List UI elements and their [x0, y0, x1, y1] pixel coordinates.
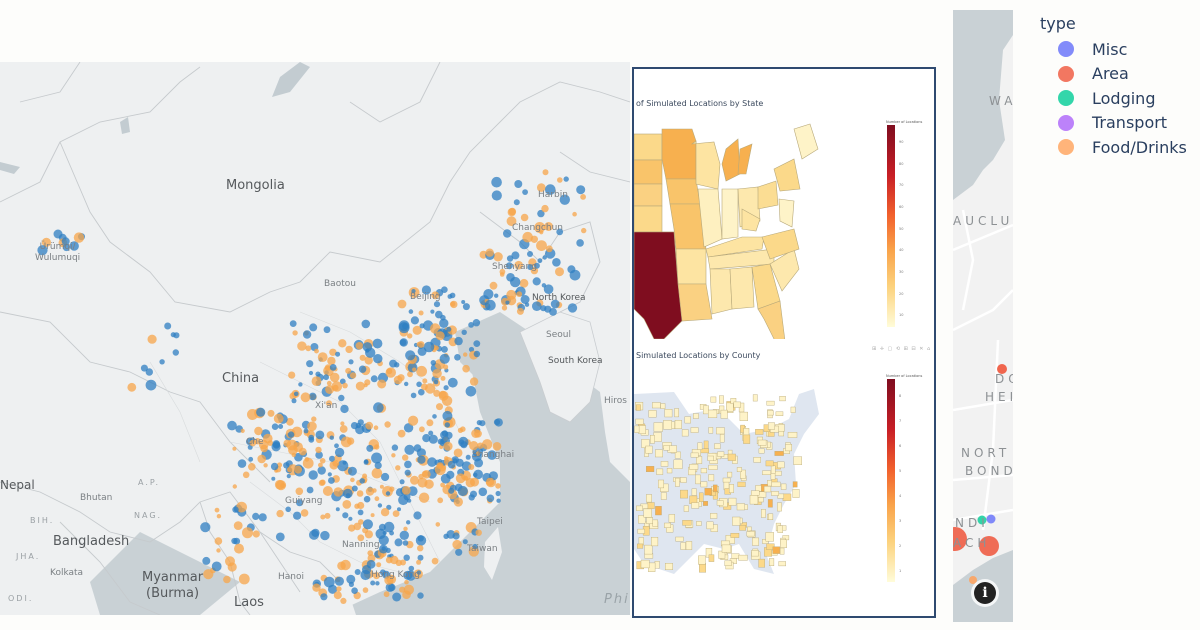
sydney-scatter-map[interactable]: WA AUCLU DO HEI NORT BOND NDI ACH i [953, 10, 1013, 622]
legend-item-misc[interactable]: Misc [1042, 37, 1200, 62]
label-changchun: Changchun [512, 223, 563, 233]
colorbar-tick: 4 [899, 493, 902, 498]
county-colorbar-title: Number of Locations [886, 374, 923, 378]
label-china: China [222, 371, 260, 386]
legend: type Misc Area Lodging Transport Food/Drinks [1040, 14, 1200, 160]
colorbar-tick: 2 [899, 543, 902, 548]
label-do: DO [995, 372, 1013, 386]
label-bond: BOND [965, 464, 1013, 478]
label-ap: A.P. [138, 478, 160, 487]
label-guiyang: Guiyang [285, 496, 323, 506]
colorbar-tick: 10 [899, 313, 904, 318]
legend-item-area[interactable]: Area [1042, 62, 1200, 87]
label-urumqi: Ürümqi/ Wulumuqi [35, 242, 81, 263]
colorbar-tick: 8 [899, 393, 902, 398]
label-taipei: Taipei [477, 517, 503, 527]
label-hong-kong: Hong Kong [371, 570, 420, 580]
colorbar-tick: 6 [899, 443, 902, 448]
label-bhutan: Bhutan [80, 493, 113, 503]
colorbar-tick: 1 [899, 568, 902, 573]
china-map-basemap [0, 62, 630, 615]
info-icon[interactable]: i [974, 582, 996, 604]
legend-marker-icon [1058, 114, 1074, 131]
legend-marker-icon [1058, 65, 1074, 82]
label-taiwan: Taiwan [467, 544, 498, 554]
label-chengdu: Che [246, 437, 264, 447]
legend-label: Area [1092, 64, 1129, 84]
legend-label: Lodging [1092, 88, 1156, 108]
label-odi: ODI. [8, 594, 34, 603]
label-nort: NORT [961, 446, 1011, 460]
county-chart-title: Simulated Locations by County [636, 351, 761, 360]
legend-marker-icon [1058, 90, 1074, 107]
plotly-modebar[interactable]: ⊞ ✛ ▢ ⟲ ⊞ ⊟ ✕ ⌂ [872, 346, 932, 352]
label-nanning: Nanning [342, 540, 380, 550]
legend-item-food-drinks[interactable]: Food/Drinks [1042, 135, 1200, 160]
label-shanghai: Shanghai [472, 450, 515, 460]
label-wa: WA [989, 94, 1013, 108]
label-auclu: AUCLU [953, 214, 1013, 228]
colorbar-tick: 40 [899, 248, 904, 253]
us-choropleth-panel: of Simulated Locations by State [632, 67, 936, 618]
legend-marker-icon [1058, 139, 1074, 156]
scatter-points [37, 169, 587, 605]
label-xian: Xi'an [315, 401, 338, 411]
legend-label: Misc [1092, 39, 1128, 59]
legend-title: type [1040, 14, 1076, 33]
label-harbin: Harbin [538, 190, 568, 200]
state-choropleth-map[interactable] [634, 109, 834, 339]
china-scatter-map[interactable]: Mongolia China Ürümqi/ Wulumuqi Harbin C… [0, 62, 630, 615]
county-colorbar [887, 379, 895, 582]
label-hei: HEI [985, 390, 1013, 404]
colorbar-tick: 50 [899, 226, 904, 231]
legend-label: Food/Drinks [1092, 137, 1187, 157]
label-baotou: Baotou [324, 279, 356, 289]
label-bangladesh: Bangladesh [53, 534, 130, 549]
colorbar-tick: 80 [899, 161, 904, 166]
label-north-korea: North Korea [532, 293, 586, 303]
label-ach: ACH [953, 536, 991, 550]
label-nepal: Nepal [0, 478, 35, 492]
label-south-korea: South Korea [548, 356, 603, 366]
label-ndi: NDI [955, 516, 989, 530]
colorbar-tick: 7 [899, 418, 902, 423]
colorbar-tick: 30 [899, 269, 904, 274]
legend-item-transport[interactable]: Transport [1042, 111, 1200, 136]
colorbar-tick: 5 [899, 468, 902, 473]
colorbar-tick: 70 [899, 183, 904, 188]
legend-item-lodging[interactable]: Lodging [1042, 86, 1200, 111]
label-kolkata: Kolkata [50, 568, 84, 578]
state-colorbar [887, 125, 895, 327]
colorbar-tick: 20 [899, 291, 904, 296]
label-bih: BIH. [30, 516, 55, 525]
label-jha: JHA. [16, 552, 41, 561]
legend-marker-icon [1058, 41, 1074, 58]
colorbar-tick: 60 [899, 204, 904, 209]
label-laos: Laos [234, 595, 264, 610]
label-philippine-sea: Phi [604, 592, 630, 607]
label-seoul: Seoul [546, 330, 571, 340]
county-choropleth-map[interactable] [634, 374, 834, 584]
label-mongolia: Mongolia [226, 178, 285, 193]
state-colorbar-title: Number of Locations [886, 120, 923, 124]
label-shenyang: Shenyang [492, 262, 537, 272]
label-beijing: Beijing [410, 292, 441, 302]
label-myanmar: Myanmar (Burma) [142, 570, 204, 601]
label-hanoi: Hanoi [278, 572, 304, 582]
label-nag: NAG. [134, 511, 163, 520]
legend-label: Transport [1092, 113, 1168, 133]
label-hiroshima: Hiros [604, 396, 627, 406]
colorbar-tick: 3 [899, 518, 902, 523]
state-chart-title: of Simulated Locations by State [636, 99, 764, 108]
colorbar-tick: 90 [899, 139, 904, 144]
